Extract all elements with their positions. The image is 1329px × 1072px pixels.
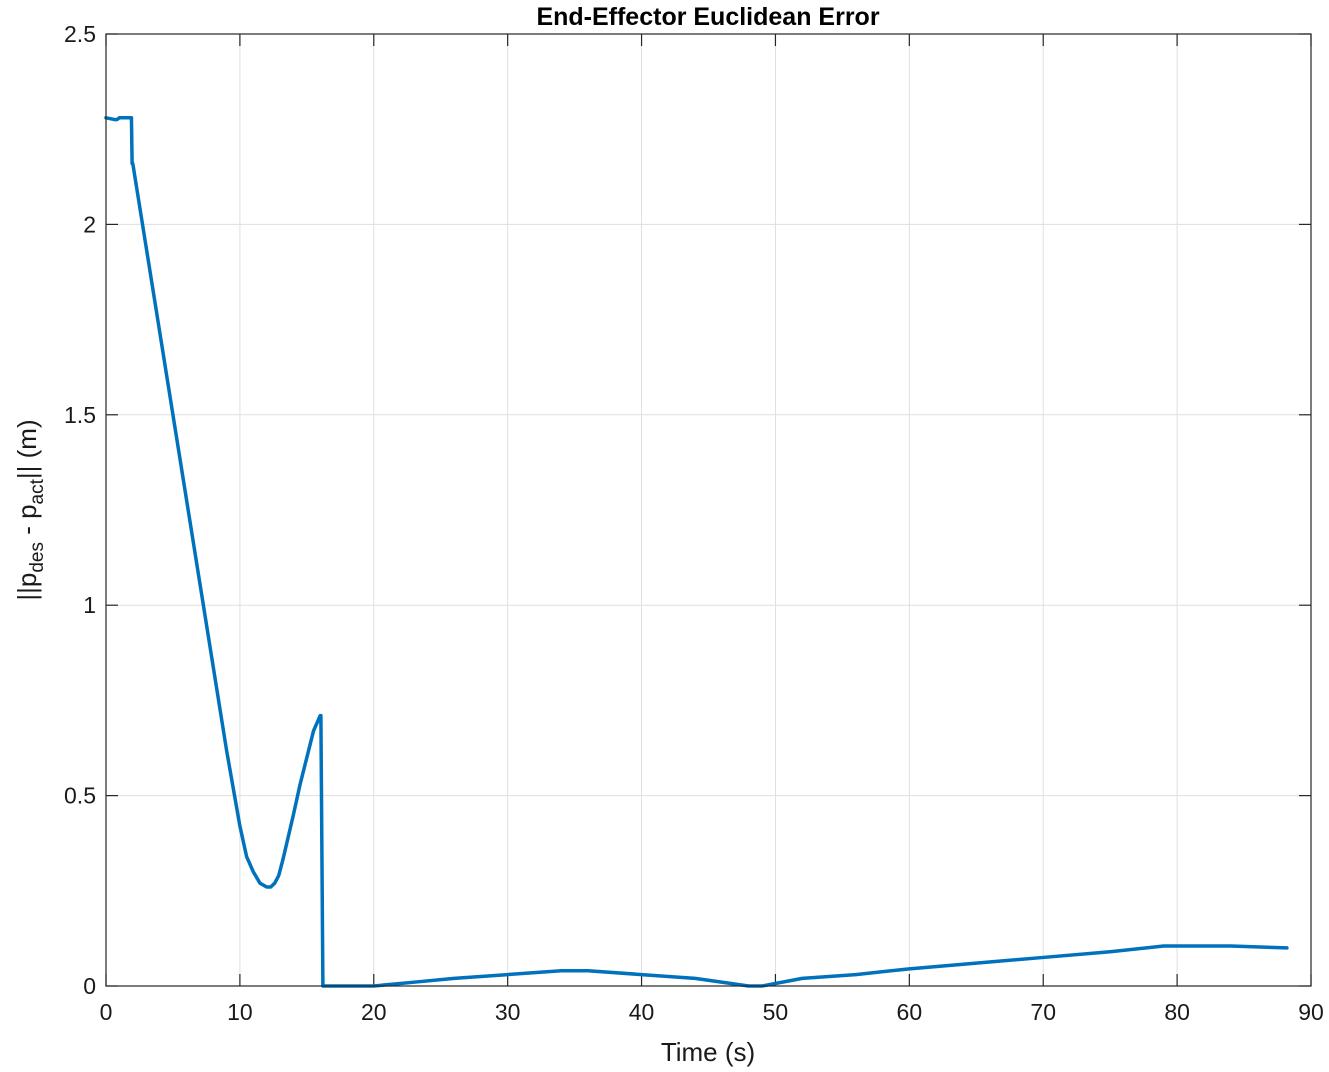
tick-labels: 0 10 20 30 40 50 60 70 80 90 0 0.5 1 1.5 2 2.5 [64,21,1324,1025]
y-label-prefix: ||p [12,573,42,601]
x-tick-label: 40 [629,999,655,1025]
x-tick-label: 20 [361,999,387,1025]
chart-title: End-Effector Euclidean Error [536,3,879,31]
y-tick-label: 0.5 [64,783,96,809]
y-tick-label: 2.5 [64,21,96,47]
y-axis-label: ||pdes - pact|| (m) [12,419,48,600]
x-tick-label: 50 [763,999,789,1025]
series-line [104,116,1289,988]
x-tick-label: 80 [1164,999,1190,1025]
y-label-middle: - p [12,504,42,542]
grid [106,34,1311,986]
x-tick-label: 60 [897,999,923,1025]
y-tick-label: 0 [83,973,96,999]
y-label-sub-des: des [27,542,48,573]
plot-background [106,34,1311,986]
y-label-sub-act: act [27,478,48,504]
y-tick-label: 2 [83,211,96,237]
x-tick-label: 90 [1298,999,1324,1025]
y-tick-label: 1.5 [64,402,96,428]
y-tick-label: 1 [83,592,96,618]
plot-box [105,33,1312,987]
x-axis-label: Time (s) [661,1037,755,1067]
x-tick-label: 10 [227,999,253,1025]
x-tick-label: 0 [100,999,113,1025]
y-label-suffix: || (m) [12,419,42,479]
x-tick-label: 30 [495,999,521,1025]
data-series [104,116,1289,988]
x-tick-label: 70 [1030,999,1056,1025]
